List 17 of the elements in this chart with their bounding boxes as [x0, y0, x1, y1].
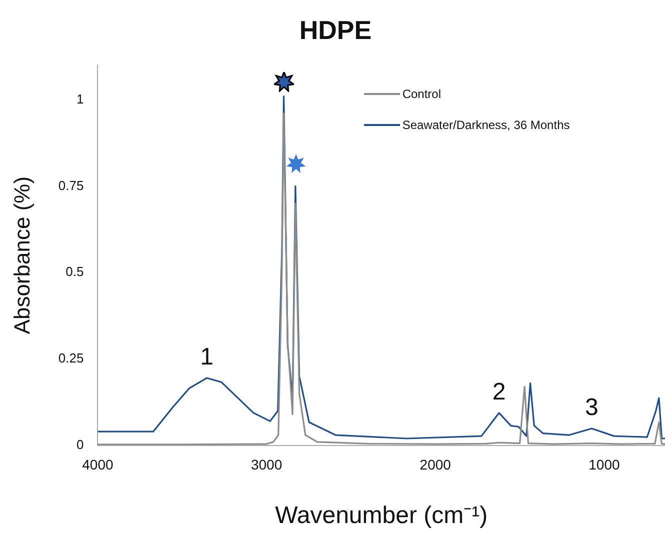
y-tick-label: 0.75: [58, 178, 84, 193]
x-tick-label: 4000: [82, 456, 114, 473]
y-axis-title: Absorbance (%): [9, 176, 34, 334]
x-axis-title: Wavenumber (cm⁻¹): [275, 502, 488, 530]
legend-label: Seawater/Darkness, 36 Months: [402, 118, 570, 132]
chart-title: HDPE: [299, 14, 372, 45]
y-tick-label: 0.25: [58, 350, 84, 366]
y-tick-label: 1: [76, 91, 84, 106]
legend-label: Control: [402, 87, 442, 102]
y-tick-label: 0.5: [66, 264, 84, 280]
x-tick-label: 3000: [250, 456, 282, 473]
annotation: 2: [492, 378, 506, 406]
x-tick-label: 1000: [588, 456, 620, 473]
annotation: 3: [585, 394, 598, 422]
y-tick-label: 0: [76, 436, 84, 452]
annotation: 1: [200, 344, 214, 371]
x-tick-label: 2000: [420, 456, 452, 473]
